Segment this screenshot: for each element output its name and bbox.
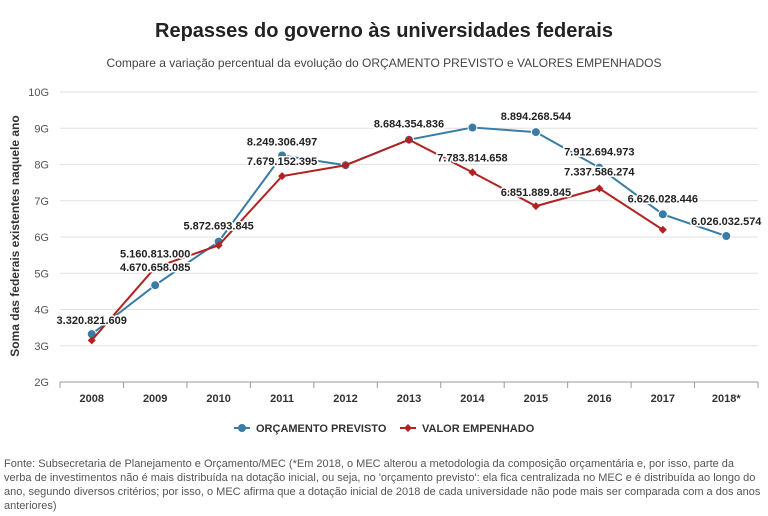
data-label: 8.249.306.497 bbox=[247, 136, 317, 148]
source-note: Fonte: Subsecretaria de Planejamento e O… bbox=[4, 458, 761, 512]
data-point bbox=[468, 168, 477, 177]
x-tick-label: 2011 bbox=[270, 393, 294, 405]
data-label: 8.684.354.836 bbox=[374, 119, 444, 131]
data-point bbox=[595, 184, 604, 193]
x-axis-ticks: 2008 2009 2010 2011 2012 2013 2014 2015 2016 2017… bbox=[59, 382, 759, 405]
x-tick-label: 2012 bbox=[333, 393, 357, 405]
data-labels: 3.320.821.609 4.670.658.085 5.872.693.845 8… bbox=[55, 110, 764, 329]
legend: ORÇAMENTO PREVISTO VALOR EMPENHADO bbox=[234, 423, 535, 435]
data-label: 6.026.032.574 bbox=[691, 216, 762, 228]
data-point bbox=[531, 202, 540, 211]
data-point bbox=[214, 241, 223, 250]
data-label: 3.320.821.609 bbox=[57, 315, 127, 327]
legend-label: VALOR EMPENHADO bbox=[422, 423, 535, 435]
data-label: 7.912.694.973 bbox=[564, 147, 634, 159]
x-tick-label: 2016 bbox=[587, 393, 611, 405]
data-label: 7.679.152.395 bbox=[247, 156, 317, 168]
data-label: 4.670.658.085 bbox=[120, 262, 190, 274]
legend-label: ORÇAMENTO PREVISTO bbox=[256, 423, 387, 435]
y-tick-label: 5G bbox=[34, 268, 49, 280]
data-point bbox=[405, 135, 413, 144]
series-group bbox=[86, 122, 732, 345]
data-point bbox=[87, 336, 96, 345]
data-point bbox=[658, 225, 667, 234]
chart-subtitle: Compare a variação percentual da evoluçã… bbox=[106, 56, 662, 70]
y-tick-label: 4G bbox=[34, 305, 49, 317]
series-line-2 bbox=[90, 138, 664, 341]
y-tick-label: 2G bbox=[34, 377, 49, 389]
data-point bbox=[341, 161, 350, 170]
legend-marker bbox=[404, 424, 412, 432]
data-point bbox=[277, 150, 288, 161]
data-point bbox=[721, 231, 732, 242]
x-tick-label: 2014 bbox=[460, 393, 485, 405]
x-tick-label: 2009 bbox=[143, 393, 167, 405]
data-label: 5.872.693.845 bbox=[183, 221, 253, 233]
y-tick-label: 3G bbox=[34, 341, 49, 353]
data-label: 7.337.586.274 bbox=[564, 167, 635, 179]
grid-lines bbox=[60, 91, 758, 383]
data-label: 7.783.814.658 bbox=[437, 152, 507, 164]
legend-marker bbox=[238, 424, 246, 432]
x-tick-label: 2018* bbox=[712, 393, 741, 405]
data-point bbox=[278, 172, 287, 181]
data-point bbox=[530, 127, 541, 138]
data-label: 6.851.889.845 bbox=[501, 187, 571, 199]
data-point bbox=[467, 122, 478, 133]
y-tick-label: 10G bbox=[28, 87, 49, 99]
x-tick-label: 2017 bbox=[651, 393, 675, 405]
data-label: 6.626.028.446 bbox=[628, 193, 698, 205]
data-label: 8.894.268.544 bbox=[501, 111, 572, 123]
y-tick-label: 6G bbox=[34, 232, 49, 244]
x-tick-label: 2010 bbox=[206, 393, 230, 405]
data-point bbox=[657, 209, 668, 220]
x-tick-label: 2008 bbox=[79, 393, 103, 405]
y-tick-label: 8G bbox=[34, 160, 49, 172]
data-point bbox=[151, 263, 160, 272]
chart-title: Repasses do governo às universidades fed… bbox=[155, 20, 613, 42]
line-chart: 2G 3G 4G 5G 6G 7G 8G 9G 10G 2008 2009 2010 2011 2012… bbox=[8, 87, 764, 435]
data-point bbox=[150, 280, 161, 291]
y-axis-label: Soma das federais existentes naquele ano bbox=[8, 115, 22, 356]
data-label: 5.160.813.000 bbox=[120, 248, 190, 260]
y-axis-ticks: 2G 3G 4G 5G 6G 7G 8G 9G 10G bbox=[28, 87, 49, 389]
data-point bbox=[594, 162, 605, 173]
x-tick-label: 2015 bbox=[524, 393, 548, 405]
x-tick-label: 2013 bbox=[397, 393, 421, 405]
y-tick-label: 9G bbox=[34, 123, 49, 135]
y-tick-label: 7G bbox=[34, 196, 49, 208]
